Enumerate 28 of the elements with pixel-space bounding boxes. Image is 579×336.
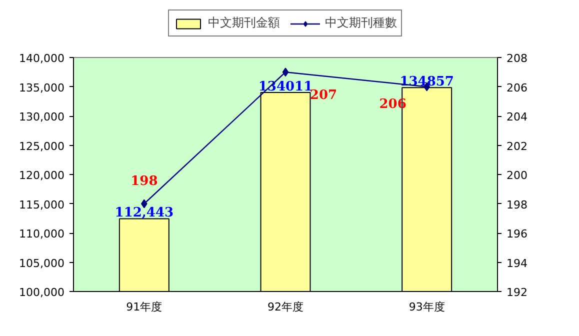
y-tick-label: 130,000 — [19, 110, 65, 124]
y2-tick-label: 194 — [506, 256, 528, 270]
y2-tick-label: 200 — [506, 169, 528, 182]
y-tick-label: 100,000 — [19, 286, 65, 299]
y-tick-label: 125,000 — [19, 140, 65, 153]
y2-tick-label: 192 — [506, 286, 528, 299]
point — [282, 68, 289, 77]
y-tick-label: 140,000 — [19, 52, 65, 65]
y-tick-label: 120,000 — [19, 169, 65, 182]
y-tick-label: 105,000 — [19, 256, 65, 270]
x-tick-label: 93年度 — [408, 300, 445, 314]
y-tick-label: 135,000 — [19, 81, 65, 94]
data-label: 112,443 — [114, 206, 174, 221]
y2-tick-label: 204 — [506, 110, 528, 124]
data-label: 207 — [310, 88, 338, 104]
y2-tick-label: 208 — [506, 52, 528, 65]
y2-tick-label: 196 — [506, 228, 528, 240]
y2-tick-label: 198 — [506, 198, 528, 212]
data-label: 134857 — [400, 74, 454, 90]
x-tick-label: 92年度 — [268, 300, 304, 314]
y-tick-label: 110,000 — [19, 228, 65, 240]
x-tick-label: 91年度 — [126, 300, 162, 314]
legend-label: 中文期刊種數 — [325, 14, 397, 32]
y2-tick-label: 202 — [506, 140, 528, 153]
data-label: 198 — [130, 174, 158, 189]
y2-tick-label: 206 — [506, 81, 528, 94]
y-tick-label: 115,000 — [19, 198, 65, 212]
legend-label: 中文期刊金額 — [208, 14, 280, 32]
